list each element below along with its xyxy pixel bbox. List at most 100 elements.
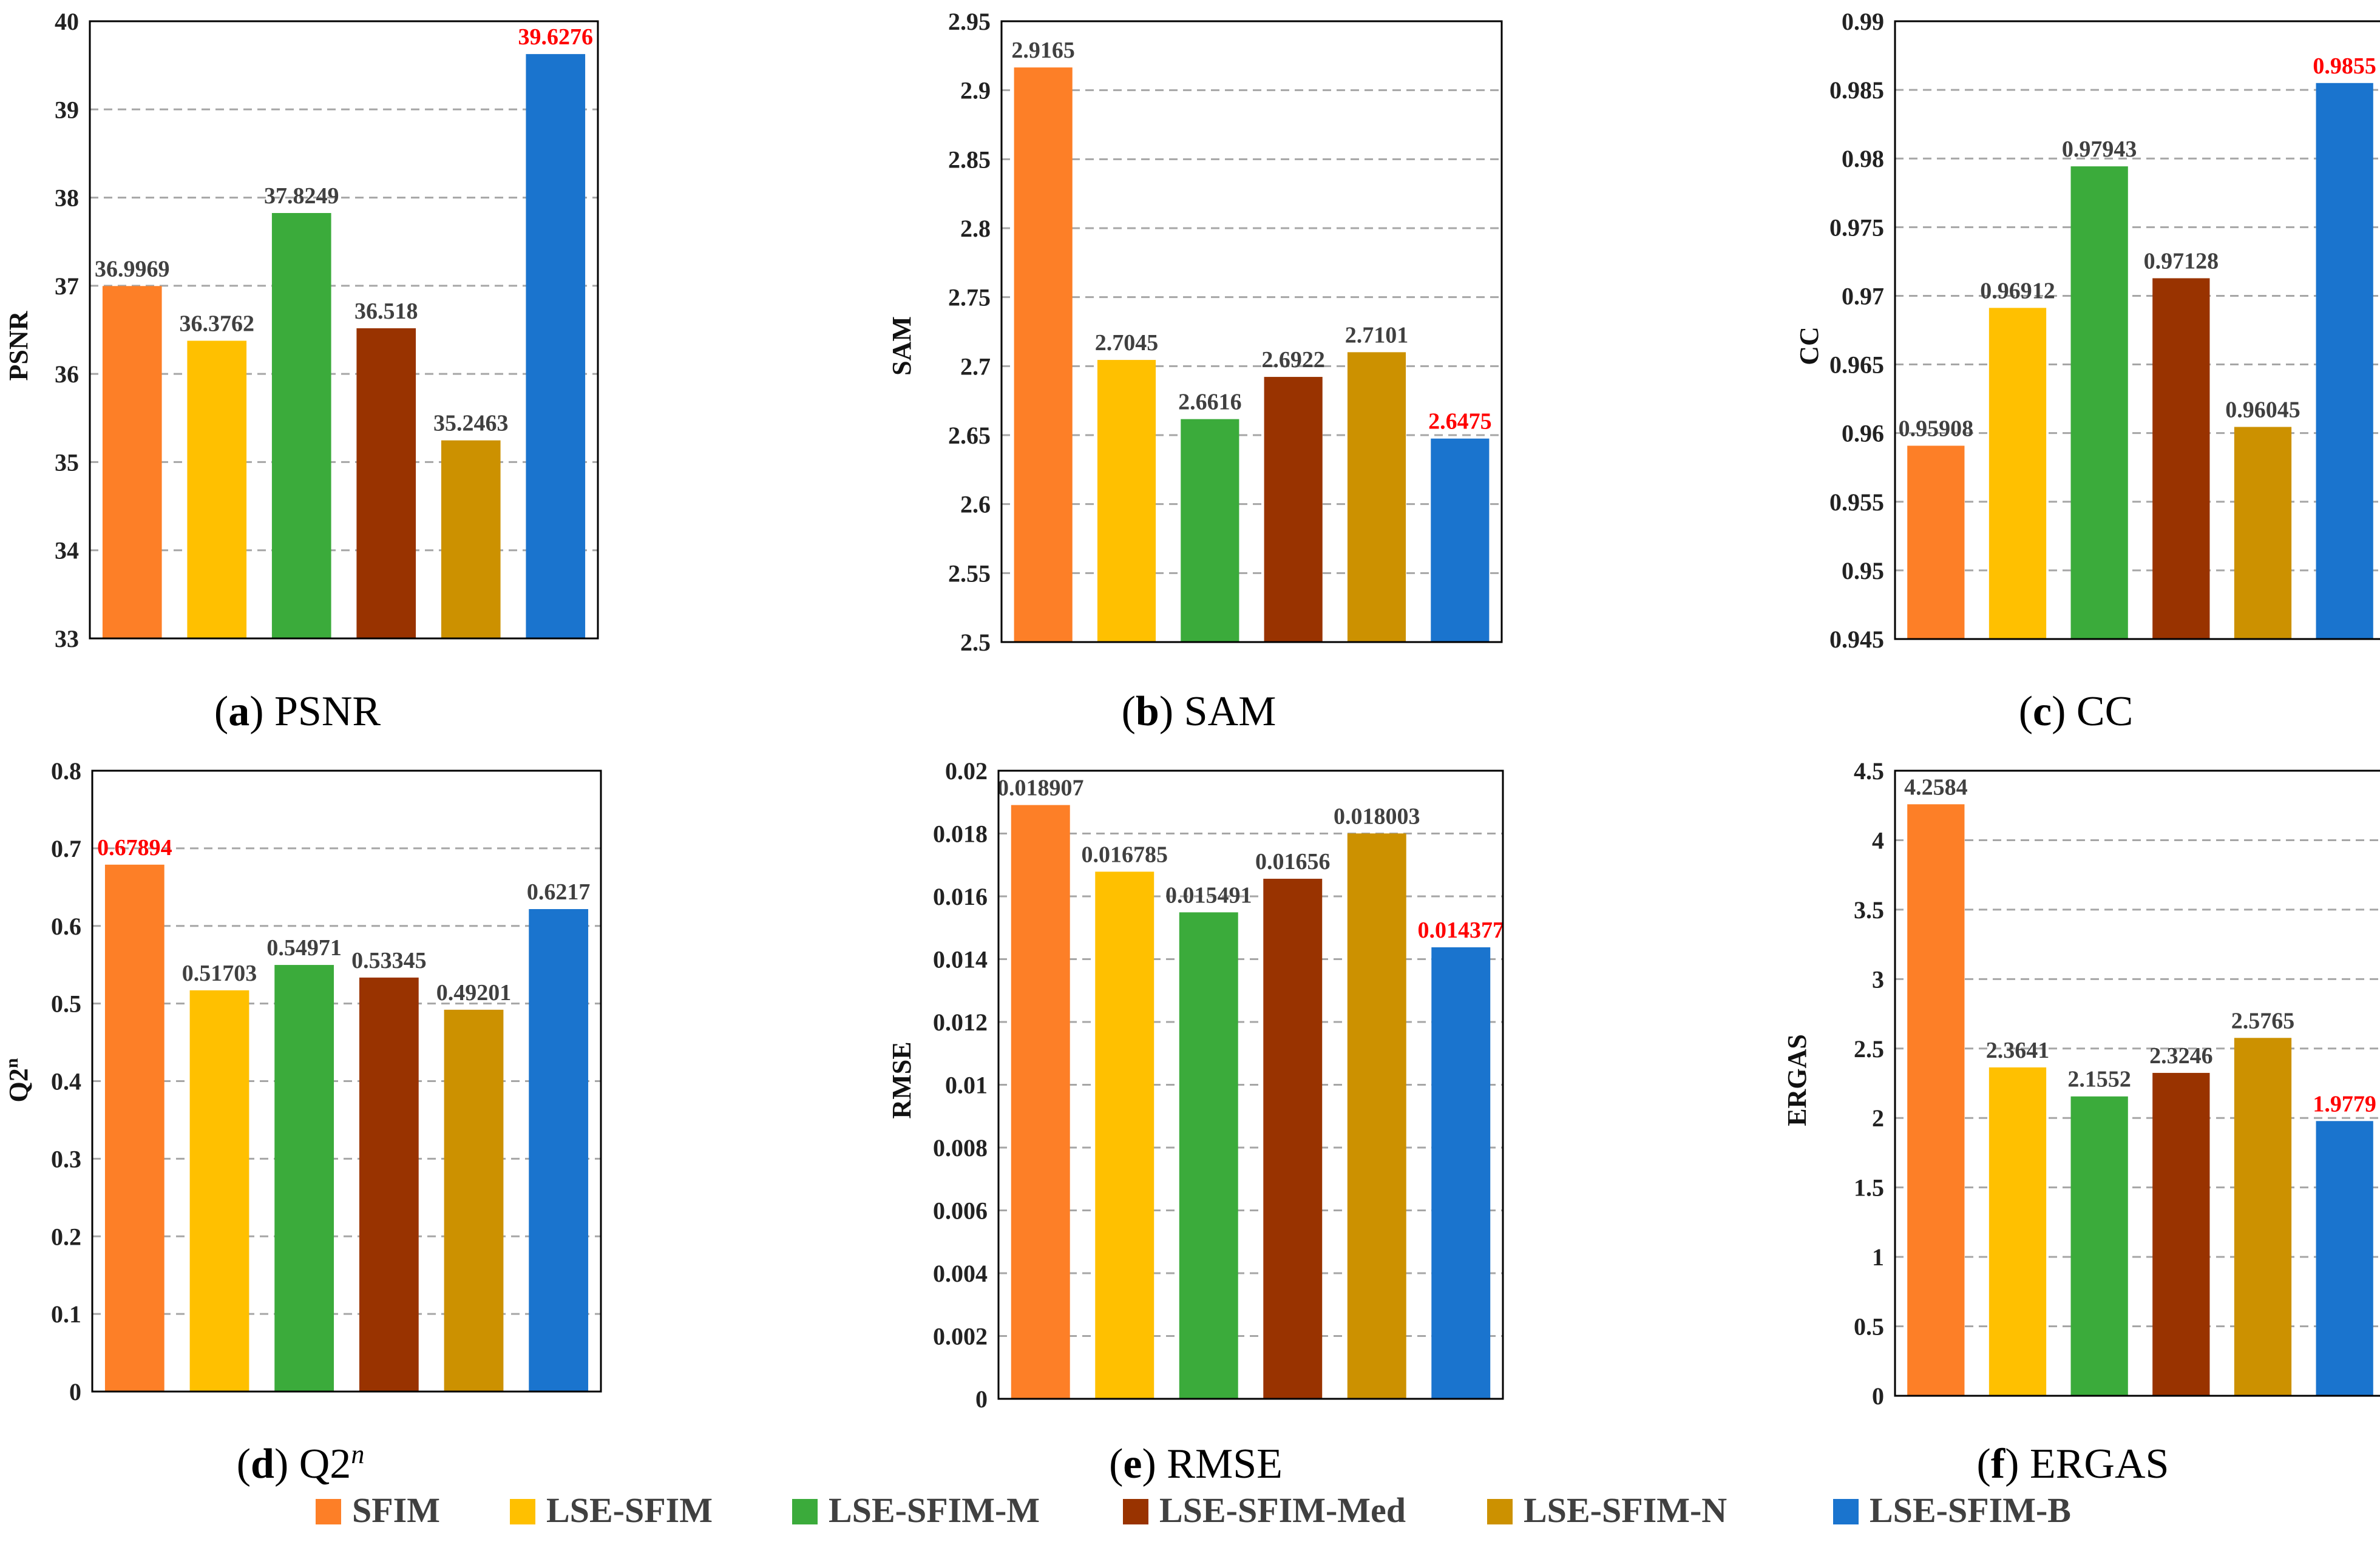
bar-lse-sfim-med bbox=[356, 328, 416, 638]
legend-swatch bbox=[1123, 1499, 1148, 1524]
data-labels: 2.9165 2.7045 2.6616 2.6922 2.7101 2.6475 bbox=[1011, 38, 1491, 435]
data-labels: 0.67894 0.51703 0.54971 0.53345 0.49201 0.621… bbox=[97, 835, 590, 1006]
bar-lse-sfim-b bbox=[2316, 83, 2373, 640]
legend-label: LSE-SFIM-M bbox=[829, 1490, 1040, 1530]
y-tick-label: 33 bbox=[55, 625, 79, 652]
legend-label: LSE-SFIM-Med bbox=[1159, 1490, 1406, 1530]
y-tick-label: 3 bbox=[1872, 966, 1884, 993]
plot-frame bbox=[91, 770, 602, 1393]
y-tick-label: 0.6 bbox=[51, 913, 81, 940]
bar-lse-sfim-n bbox=[1347, 352, 1406, 642]
bars bbox=[1907, 83, 2373, 640]
y-tick-label: 1 bbox=[1872, 1243, 1884, 1271]
legend-label: LSE-SFIM bbox=[546, 1490, 713, 1530]
data-label: 0.97128 bbox=[2144, 248, 2219, 274]
y-tick-label: 0.955 bbox=[1829, 489, 1884, 516]
y-tick-label: 0 bbox=[975, 1385, 988, 1413]
data-label: 2.7101 bbox=[1345, 322, 1409, 348]
data-label: 2.9165 bbox=[1011, 38, 1075, 63]
chart-ergas: 0 0.5 1 1.5 2 2.5 3 3.5 4 4.5 4.2584 2.3641 2.1552 2.… bbox=[1782, 757, 2380, 1487]
bar-lse-sfim bbox=[1988, 308, 2047, 639]
y-tick-label: 0.016 bbox=[933, 883, 988, 910]
data-label: 0.49201 bbox=[436, 980, 512, 1006]
bar-sfim bbox=[1907, 804, 1965, 1396]
y-tick-label: 0 bbox=[1872, 1382, 1884, 1410]
data-label: 2.3246 bbox=[2149, 1043, 2213, 1069]
legend-item-sfim: SFIM bbox=[316, 1490, 440, 1530]
data-label: 35.2463 bbox=[433, 411, 509, 436]
y-tick-label: 0.006 bbox=[933, 1197, 988, 1225]
data-label: 0.53345 bbox=[351, 948, 427, 973]
y-tick-label: 4.5 bbox=[1854, 757, 1884, 785]
legend-swatch bbox=[510, 1499, 535, 1524]
y-tick-label: 1.5 bbox=[1854, 1174, 1884, 1202]
y-tick-label: 2.95 bbox=[948, 8, 991, 35]
bar-lse-sfim-m bbox=[1181, 419, 1239, 642]
bar-sfim bbox=[1014, 67, 1073, 642]
gridlines bbox=[1895, 839, 2380, 1328]
bar-lse-sfim-b bbox=[1431, 947, 1491, 1399]
bar-lse-sfim-n bbox=[2234, 1038, 2292, 1396]
y-axis-label: Q2n bbox=[2, 1058, 34, 1102]
plot-frame bbox=[997, 770, 1504, 1400]
data-label: 1.9779 bbox=[2313, 1091, 2376, 1117]
y-tick-label: 4 bbox=[1872, 827, 1884, 854]
bar-lse-sfim-m bbox=[271, 213, 331, 638]
legend-item-lse-sfim-med: LSE-SFIM-Med bbox=[1123, 1490, 1406, 1530]
data-label: 0.016785 bbox=[1082, 842, 1168, 867]
bars bbox=[1907, 804, 2373, 1396]
y-tick-label: 0.004 bbox=[933, 1260, 988, 1287]
gridlines bbox=[1002, 89, 1502, 574]
legend-item-lse-sfim: LSE-SFIM bbox=[510, 1490, 713, 1530]
bar-lse-sfim-m bbox=[1179, 912, 1238, 1399]
data-labels: 0.95908 0.96912 0.97943 0.97128 0.96045 0.985… bbox=[1899, 53, 2376, 442]
bars bbox=[104, 864, 589, 1392]
gridlines bbox=[1895, 89, 2380, 572]
data-label: 36.3762 bbox=[180, 311, 255, 336]
legend-swatch bbox=[792, 1499, 818, 1524]
y-tick-label: 0 bbox=[69, 1378, 81, 1405]
legend-label: LSE-SFIM-B bbox=[1870, 1490, 2071, 1530]
gridlines bbox=[90, 108, 598, 552]
bar-lse-sfim-m bbox=[274, 965, 334, 1392]
y-axis-label: CC bbox=[1794, 326, 1824, 365]
legend-swatch bbox=[316, 1499, 341, 1524]
chart-rmse: 0 0.002 0.004 0.006 0.008 0.01 0.012 0.014 0.016… bbox=[887, 757, 1504, 1487]
y-tick-label: 39 bbox=[55, 96, 79, 123]
data-label: 0.014377 bbox=[1418, 918, 1505, 943]
data-label: 0.9855 bbox=[2313, 53, 2376, 79]
y-tick-label: 40 bbox=[55, 8, 79, 35]
gridlines bbox=[998, 833, 1503, 1337]
data-label: 0.67894 bbox=[97, 835, 172, 861]
data-label: 2.1552 bbox=[2067, 1067, 2131, 1092]
y-tick-label: 0.99 bbox=[1842, 8, 1884, 35]
plot-frame bbox=[1000, 20, 1503, 643]
y-tick-label: 2.5 bbox=[960, 629, 991, 656]
y-tick-label: 0.012 bbox=[933, 1009, 988, 1036]
bar-sfim bbox=[1907, 445, 1965, 639]
bar-sfim bbox=[1011, 805, 1070, 1399]
y-tick-label: 2.85 bbox=[948, 146, 991, 173]
legend-swatch bbox=[1487, 1499, 1513, 1524]
bar-lse-sfim-med bbox=[1264, 377, 1323, 642]
panel-caption: (d) Q2n bbox=[237, 1439, 365, 1488]
data-label: 2.5765 bbox=[2231, 1008, 2295, 1033]
y-tick-label: 0.2 bbox=[51, 1223, 81, 1250]
bar-lse-sfim bbox=[189, 990, 249, 1392]
legend-label: SFIM bbox=[352, 1490, 440, 1530]
legend-swatch bbox=[1833, 1499, 1859, 1524]
y-tick-label: 0.945 bbox=[1829, 626, 1884, 653]
bar-lse-sfim-m bbox=[2070, 1096, 2128, 1396]
y-axis-label-sup: n bbox=[2, 1058, 22, 1068]
data-labels: 4.2584 2.3641 2.1552 2.3246 2.5765 1.9779 bbox=[1904, 774, 2376, 1117]
y-tick-label: 0.008 bbox=[933, 1134, 988, 1162]
bar-lse-sfim-med bbox=[359, 977, 419, 1392]
data-label: 0.96912 bbox=[1980, 278, 2055, 303]
y-axis-label: SAM bbox=[887, 316, 917, 376]
y-tick-label: 3.5 bbox=[1854, 896, 1884, 924]
data-label: 0.54971 bbox=[266, 935, 342, 961]
data-label: 37.8249 bbox=[264, 183, 339, 209]
bar-lse-sfim bbox=[187, 340, 247, 638]
